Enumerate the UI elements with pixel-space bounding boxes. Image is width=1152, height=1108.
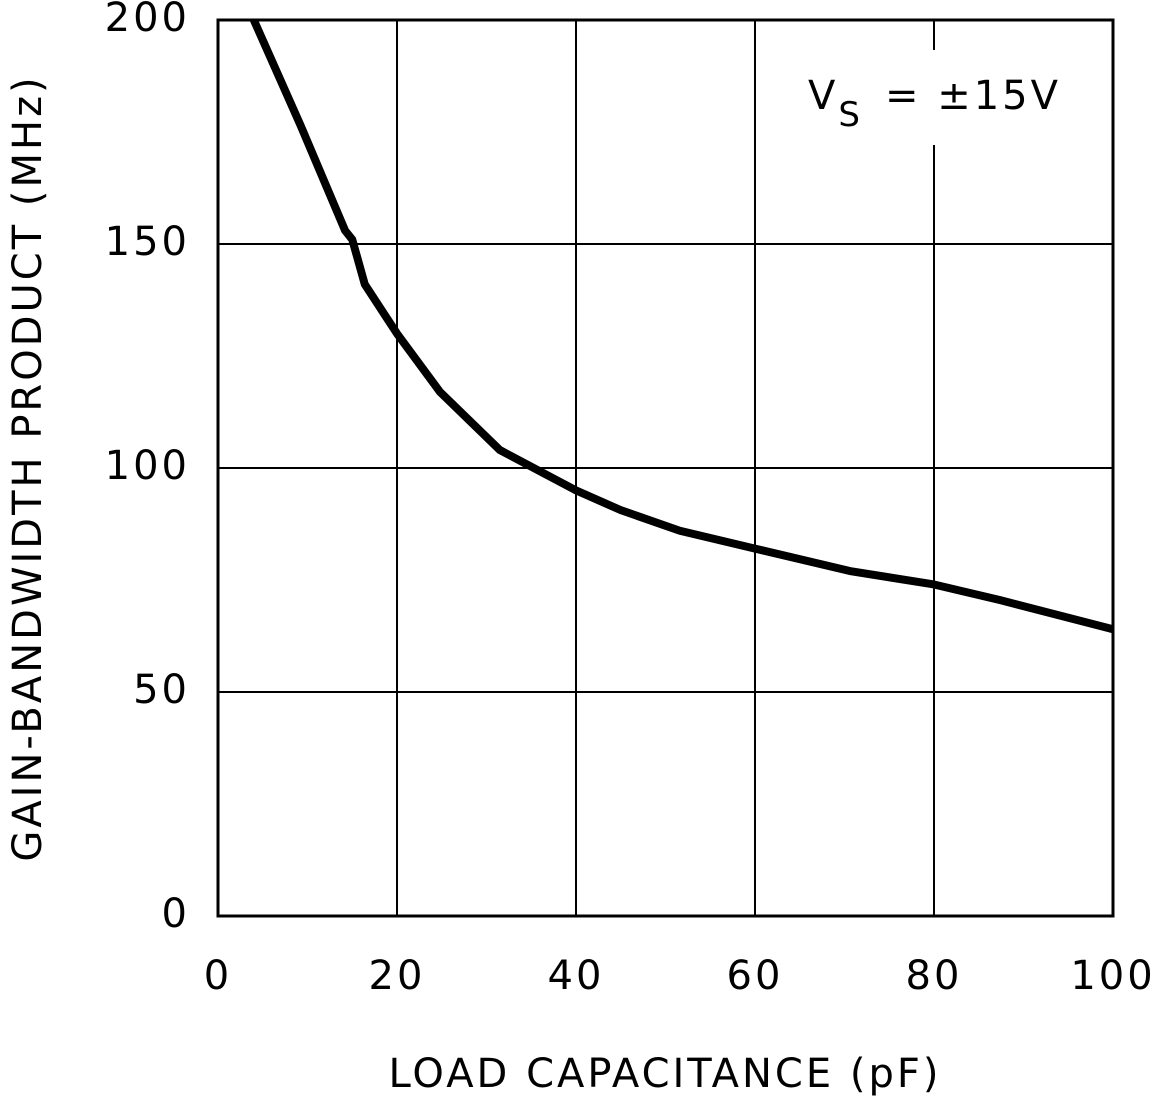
x-axis-label: LOAD CAPACITANCE (pF) bbox=[389, 1051, 942, 1097]
y-tick-label: 150 bbox=[105, 219, 190, 265]
y-axis-label: GAIN-BANDWIDTH PRODUCT (MHz) bbox=[5, 74, 51, 861]
x-tick-label: 0 bbox=[204, 953, 232, 999]
annotation-rest: = ±15V bbox=[885, 73, 1061, 119]
annotation-sub: S bbox=[838, 95, 863, 135]
y-tick-label: 100 bbox=[105, 443, 190, 489]
annotation-bg bbox=[800, 50, 1100, 145]
x-tick-label: 80 bbox=[906, 953, 963, 999]
annotation-main: V bbox=[808, 73, 838, 119]
x-tick-label: 20 bbox=[369, 953, 426, 999]
x-tick-label: 40 bbox=[548, 953, 605, 999]
data-line bbox=[250, 18, 1115, 634]
plot-frame bbox=[216, 18, 1115, 918]
annotation: VS = ±15V bbox=[808, 73, 1061, 135]
y-tick-label: 50 bbox=[133, 667, 190, 713]
y-tick-label: 0 bbox=[162, 891, 190, 937]
x-tick-label: 60 bbox=[727, 953, 784, 999]
x-tick-label: 100 bbox=[1070, 953, 1152, 999]
y-tick-label: 200 bbox=[105, 0, 190, 41]
